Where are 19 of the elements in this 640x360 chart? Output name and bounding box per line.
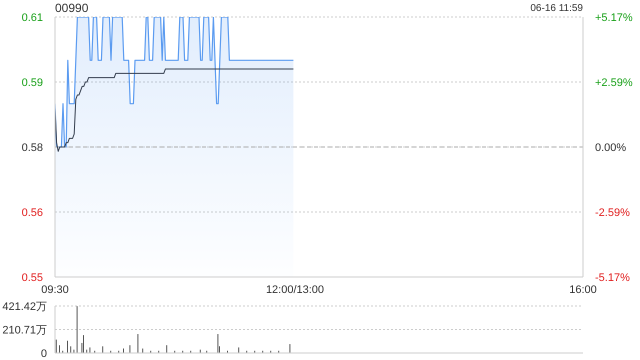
y2-tick-label: 0.00% [595, 142, 626, 154]
y2-tick-label: +5.17% [595, 12, 633, 24]
y-tick-label: 0.55 [22, 272, 43, 284]
text: 06-16 11:59 [530, 3, 583, 14]
y-tick-label: 0.58 [22, 142, 43, 154]
y-tick-label: 0.59 [22, 77, 43, 89]
y2-tick-label: +2.59% [595, 76, 633, 89]
y-tick-label: 0.61 [22, 12, 43, 24]
y2-tick-label: -5.17% [595, 272, 630, 284]
y-tick-label: 210.71万 [2, 324, 47, 336]
x-tick-label: 12:00/13:00 [266, 284, 324, 296]
y-tick-label: 0.56 [22, 207, 43, 219]
chart-title: 00990 [55, 1, 88, 15]
y2-tick-label: -2.59% [595, 207, 630, 220]
x-tick-label: 16:00 [569, 284, 597, 296]
x-tick-label: 09:30 [41, 284, 69, 296]
y-tick-label: 0 [40, 348, 47, 360]
y-tick-label: 421.42万 [2, 300, 47, 313]
line-series [55, 68, 294, 152]
